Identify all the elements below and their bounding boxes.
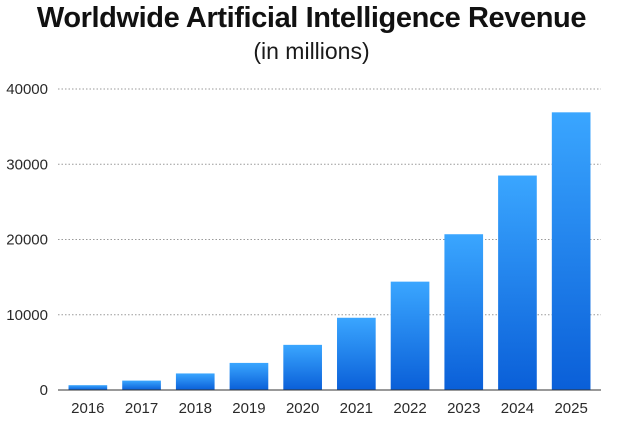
bar-2016 (68, 385, 108, 390)
x-tick-label: 2021 (340, 400, 373, 417)
y-tick-label: 20000 (6, 232, 48, 249)
x-tick-label: 2022 (393, 400, 426, 417)
bar-2024 (498, 175, 537, 390)
x-axis-ticks: 2016 2017 2018 2019 2020 2021 2022 2023 2024 2025 (71, 400, 588, 417)
x-tick-label: 2018 (179, 400, 212, 417)
y-tick-label: 0 (40, 382, 48, 399)
bar-2020 (283, 344, 322, 390)
bars (68, 112, 591, 390)
x-tick-label: 2016 (71, 400, 104, 417)
y-tick-label: 40000 (6, 81, 48, 98)
bar-2017 (122, 380, 161, 390)
chart-subtitle: (in millions) (253, 38, 370, 64)
y-tick-label: 30000 (6, 156, 48, 173)
bar-2023 (444, 234, 484, 390)
x-tick-label: 2020 (286, 400, 319, 417)
y-axis-ticks: 0 10000 20000 30000 40000 (6, 81, 48, 399)
bar-2022 (390, 281, 430, 390)
x-tick-label: 2023 (447, 400, 480, 417)
bar-2019 (229, 362, 269, 390)
bar-2025 (551, 112, 591, 390)
x-tick-label: 2024 (501, 400, 534, 417)
x-tick-label: 2017 (125, 400, 158, 417)
x-tick-label: 2019 (232, 400, 265, 417)
bar-2018 (175, 373, 215, 390)
chart-title: Worldwide Artificial Intelligence Revenu… (36, 2, 587, 34)
bar-2021 (337, 317, 376, 390)
y-tick-label: 10000 (6, 307, 48, 324)
x-tick-label: 2025 (554, 400, 587, 417)
